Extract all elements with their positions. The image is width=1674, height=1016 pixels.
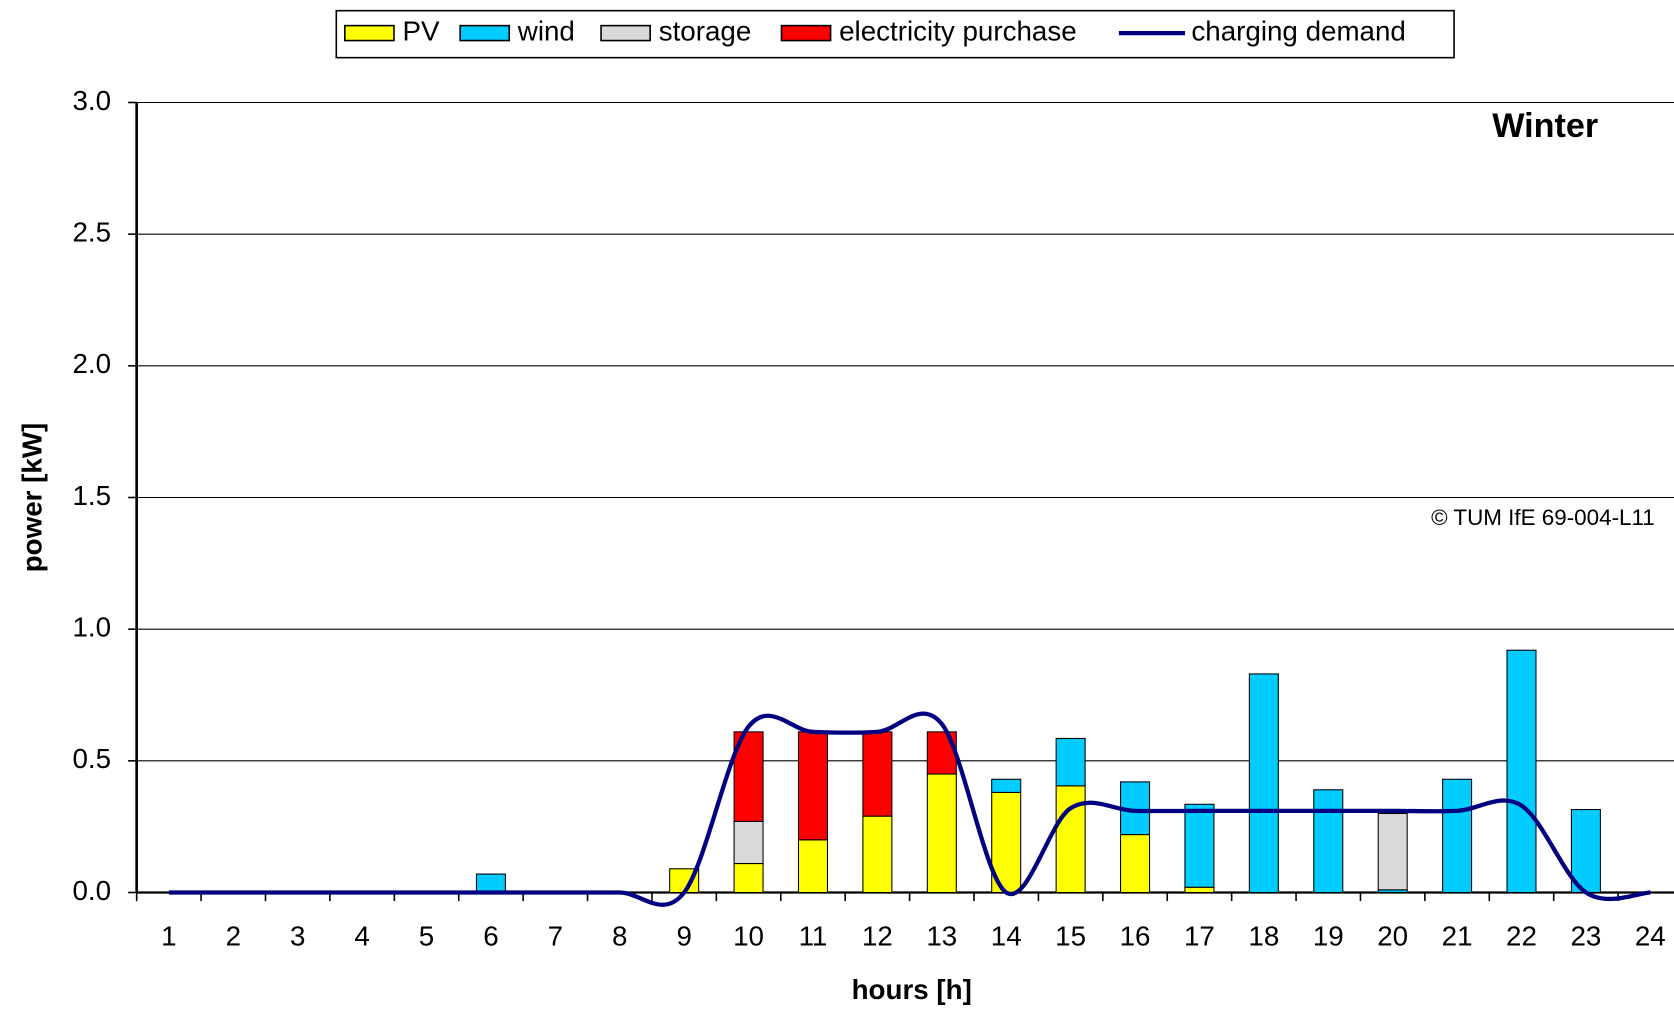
bar-segment — [991, 778, 1022, 793]
legend-swatch — [600, 24, 651, 42]
bar-segment — [926, 773, 957, 894]
x-tick-label: 5 — [419, 921, 434, 952]
x-tick-label: 16 — [1120, 921, 1151, 952]
x-tick-label: 15 — [1055, 921, 1086, 952]
x-tick-label: 22 — [1506, 921, 1537, 952]
legend-swatch — [344, 24, 395, 42]
x-tick-label: 9 — [676, 921, 691, 952]
legend-box — [335, 9, 1455, 59]
legend-label: charging demand — [1191, 15, 1405, 46]
legend-label: wind — [517, 15, 575, 46]
bar-segment — [1248, 673, 1279, 894]
y-tick-label: 2.0 — [72, 348, 111, 379]
bar-segment — [475, 873, 506, 894]
x-tick-label: 20 — [1377, 921, 1408, 952]
bar-segment — [1184, 886, 1215, 894]
legend-swatch — [780, 24, 832, 42]
x-tick-label: 1 — [161, 921, 176, 952]
y-tick-label: 1.5 — [72, 480, 111, 511]
bar-segment — [1442, 778, 1473, 894]
y-axis-title: power [kW] — [17, 423, 48, 573]
y-tick-label: 1.0 — [72, 611, 111, 642]
y-tick-label: 3.0 — [72, 85, 111, 116]
legend-label: storage — [659, 15, 752, 46]
bar-segment — [1377, 812, 1408, 891]
x-tick-label: 24 — [1635, 921, 1666, 952]
x-tick-label: 14 — [991, 921, 1022, 952]
legend-label: electricity purchase — [839, 15, 1077, 46]
bar-segment — [1055, 737, 1086, 787]
bar-segment — [1506, 649, 1537, 894]
y-tick-label: 0.0 — [72, 875, 111, 906]
x-tick-label: 13 — [926, 921, 957, 952]
bar-segment — [733, 862, 764, 894]
x-tick-label: 21 — [1442, 921, 1473, 952]
x-tick-label: 19 — [1313, 921, 1344, 952]
season-label: Winter — [1492, 107, 1598, 145]
x-tick-label: 18 — [1248, 921, 1279, 952]
x-tick-label: 6 — [483, 921, 498, 952]
x-tick-label: 17 — [1184, 921, 1215, 952]
legend-swatch — [459, 24, 511, 42]
x-tick-label: 23 — [1570, 921, 1601, 952]
bar-segment — [797, 839, 829, 894]
bar-segment — [1570, 809, 1601, 894]
bar-segment — [862, 731, 893, 817]
x-tick-label: 7 — [548, 921, 563, 952]
x-tick-label: 2 — [226, 921, 241, 952]
x-axis-title: hours [h] — [852, 974, 972, 1005]
x-tick-label: 11 — [799, 921, 828, 952]
x-tick-label: 12 — [862, 921, 893, 952]
bar-segment — [797, 731, 829, 841]
bar-segment — [1184, 803, 1215, 888]
x-tick-label: 10 — [733, 921, 764, 952]
bar-segment — [862, 815, 893, 894]
x-tick-label: 3 — [290, 921, 305, 952]
bar-segment — [1313, 789, 1344, 894]
demand-line — [168, 711, 1651, 907]
y-tick-label: 0.5 — [72, 743, 111, 774]
bar-segment — [1120, 834, 1151, 894]
y-tick-label: 2.5 — [72, 216, 111, 247]
x-tick-label: 8 — [612, 921, 627, 952]
legend-label: PV — [402, 15, 440, 46]
x-tick-label: 4 — [354, 921, 369, 952]
copyright: © TUM IfE 69-004-L11 — [1431, 505, 1655, 530]
bar-segment — [733, 820, 764, 865]
